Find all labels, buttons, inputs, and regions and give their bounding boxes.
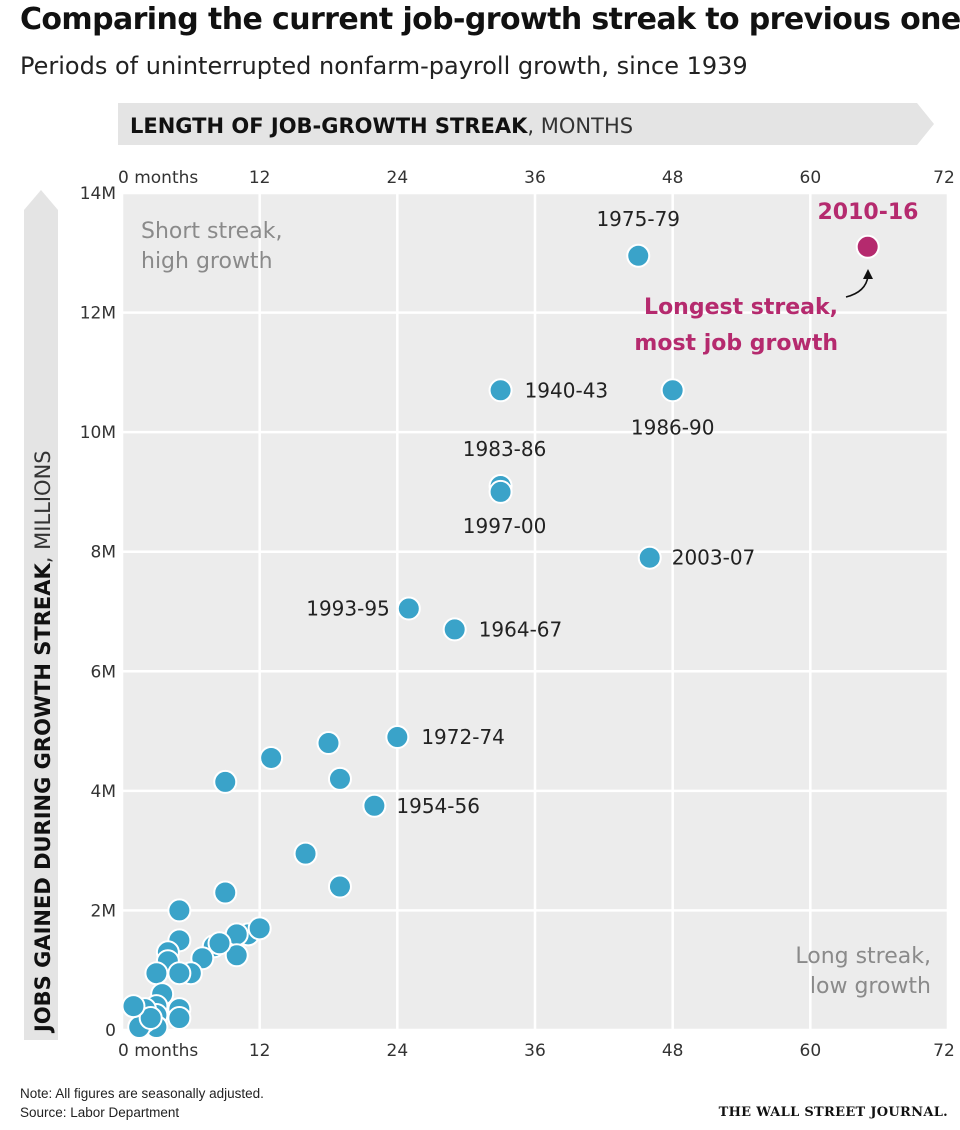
y-tick-label: 2M (91, 901, 116, 921)
x-tick-label-bottom: 12 (249, 1041, 271, 1061)
publisher-logo: THE WALL STREET JOURNAL. (718, 1105, 948, 1120)
x-tick-label-bottom: 48 (662, 1041, 684, 1061)
y-tick-label: 0 (105, 1021, 116, 1041)
data-point-1954-56 (362, 793, 387, 818)
y-axis-label-bold: JOBS GAINED DURING GROWTH STREAK (31, 562, 55, 1034)
data-point-highlight (855, 234, 880, 259)
x-tick-label-top: 0 months (118, 168, 198, 188)
data-points (121, 234, 880, 1040)
data-point (316, 731, 341, 756)
data-point (247, 916, 272, 941)
annotation-top-left-line2: high growth (141, 249, 273, 274)
data-point-1993-95 (396, 596, 421, 621)
x-tick-label-bottom: 0 months (118, 1041, 198, 1061)
point-label-1940-43: 1940-43 (525, 378, 609, 402)
data-point (121, 994, 146, 1019)
data-point (327, 766, 352, 791)
data-point (213, 880, 238, 905)
footnote: Note: All figures are seasonally adjuste… (20, 1086, 264, 1101)
x-tick-label-bottom: 36 (524, 1041, 546, 1061)
data-point (167, 961, 192, 986)
point-label-1993-95: 1993-95 (306, 597, 390, 621)
point-label-1972-74: 1972-74 (421, 725, 505, 749)
chart-title: Comparing the current job-growth streak … (20, 2, 960, 37)
annotation-top-left-line1: Short streak, (141, 219, 282, 244)
x-tick-label-bottom: 24 (387, 1041, 409, 1061)
point-labels: 1975-79 1940-43 1986-90 1983-86 1997-00 2003-… (306, 207, 755, 818)
axis-ticks: 0 months 0 months 12 12 24 24 36 36 48 48 60 60 72 72… (80, 168, 955, 1061)
x-tick-label-top: 12 (249, 168, 271, 188)
x-tick-label-top: 24 (387, 168, 409, 188)
point-label-1975-79: 1975-79 (596, 207, 680, 231)
x-axis-label-bold: LENGTH OF JOB-GROWTH STREAK (130, 114, 528, 138)
grid-lines (120, 191, 950, 1032)
y-axis-banner (24, 190, 58, 1040)
y-tick-label: 6M (91, 662, 116, 682)
x-tick-label-top: 48 (662, 168, 684, 188)
data-point (213, 769, 238, 794)
y-axis-label-unit: , MILLIONS (31, 450, 55, 563)
highlight-arrowhead (863, 269, 873, 279)
point-label-1954-56: 1954-56 (396, 794, 480, 818)
data-point-2003-07 (637, 545, 662, 570)
point-label-1964-67: 1964-67 (479, 617, 563, 641)
annotation-bottom-right-line1: Long streak, (795, 944, 931, 969)
highlight-label: 2010-16 (818, 200, 919, 225)
data-point (138, 1006, 163, 1031)
y-tick-label: 14M (80, 184, 116, 204)
x-tick-label-top: 60 (800, 168, 822, 188)
y-tick-label: 4M (91, 782, 116, 802)
y-tick-label: 12M (80, 304, 116, 324)
point-label-2003-07: 2003-07 (672, 546, 756, 570)
annotation-bottom-right-line2: low growth (810, 974, 931, 999)
source-note: Source: Labor Department (20, 1105, 180, 1120)
data-point-1997-00 (488, 479, 513, 504)
x-tick-label-bottom: 60 (800, 1041, 822, 1061)
data-point-1940-43 (488, 378, 513, 403)
data-point-1972-74 (385, 725, 410, 750)
x-tick-label-top: 72 (933, 168, 955, 188)
y-tick-label: 8M (91, 543, 116, 563)
data-point-1975-79 (626, 243, 651, 268)
data-point-1986-90 (660, 378, 685, 403)
data-point (207, 931, 232, 956)
y-tick-label: 10M (80, 423, 116, 443)
data-point (327, 874, 352, 899)
y-axis-label: JOBS GAINED DURING GROWTH STREAK, MILLIO… (31, 450, 55, 1034)
data-point (224, 943, 249, 968)
data-point (259, 745, 284, 770)
highlight-note-line1: Longest streak, (644, 295, 838, 320)
point-label-1997-00: 1997-00 (463, 514, 547, 538)
data-point-1964-67 (442, 617, 467, 642)
data-point (293, 841, 318, 866)
highlight-note-line2: most job growth (634, 331, 838, 356)
x-axis-label-unit: , MONTHS (527, 114, 633, 138)
x-tick-label-bottom: 72 (933, 1041, 955, 1061)
x-tick-label-top: 36 (524, 168, 546, 188)
data-point (144, 961, 169, 986)
chart-subtitle: Periods of uninterrupted nonfarm-payroll… (20, 52, 748, 80)
data-point (167, 1006, 192, 1031)
data-point (167, 898, 192, 923)
x-axis-banner (118, 103, 934, 145)
point-label-1986-90: 1986-90 (631, 415, 715, 439)
x-axis-label: LENGTH OF JOB-GROWTH STREAK, MONTHS (130, 114, 633, 138)
point-label-1983-86: 1983-86 (463, 437, 547, 461)
